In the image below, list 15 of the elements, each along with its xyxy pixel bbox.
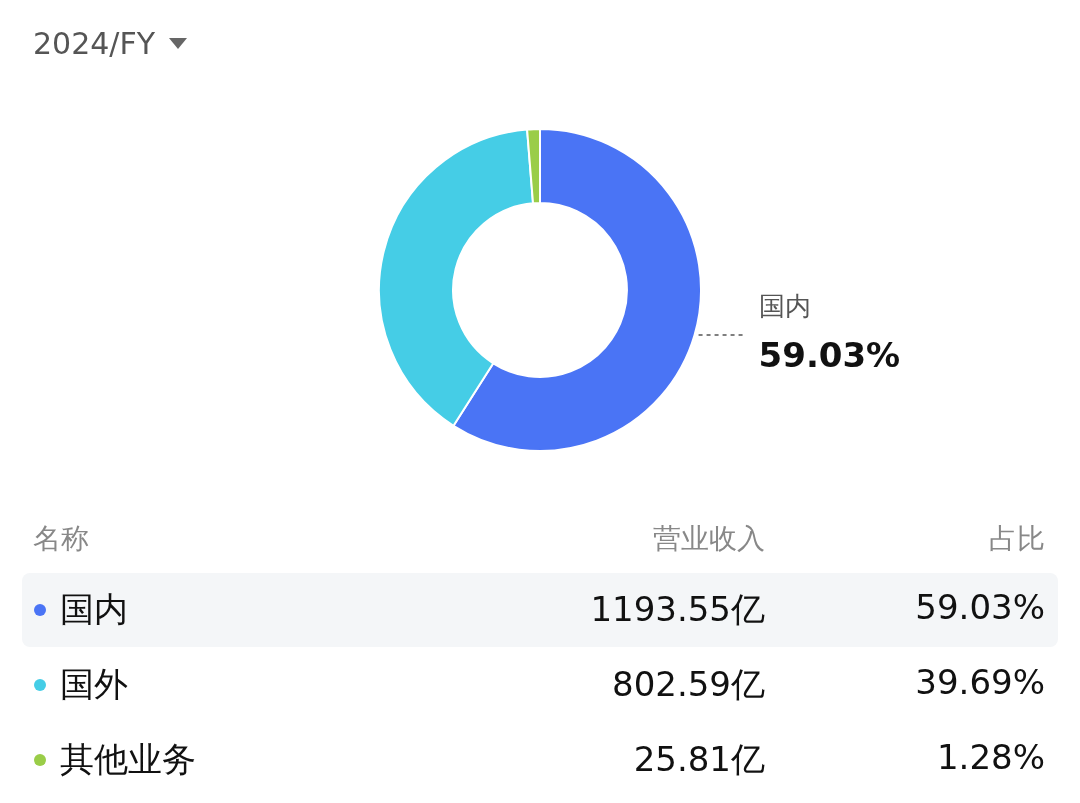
text: 名称 — [33, 521, 89, 557]
slice-label: 国内 — [758, 291, 811, 322]
chart-title: 2024/FY — [33, 26, 156, 61]
text: 1.28% — [936, 737, 1045, 777]
text: 59.03% — [915, 587, 1045, 627]
data-label: 25.81亿 — [633, 738, 765, 781]
legend-label: 国内 — [60, 588, 128, 631]
text: 占比 — [989, 521, 1045, 557]
data-label: 802.59亿 — [612, 663, 765, 706]
text: 39.69% — [915, 662, 1045, 702]
text: 营业收入 — [653, 521, 765, 557]
legend-label: 国外 — [60, 663, 128, 706]
text: 59.03% — [758, 335, 901, 376]
legend-label: 其他业务 — [60, 738, 196, 781]
data-label: 1193.55亿 — [590, 588, 765, 631]
